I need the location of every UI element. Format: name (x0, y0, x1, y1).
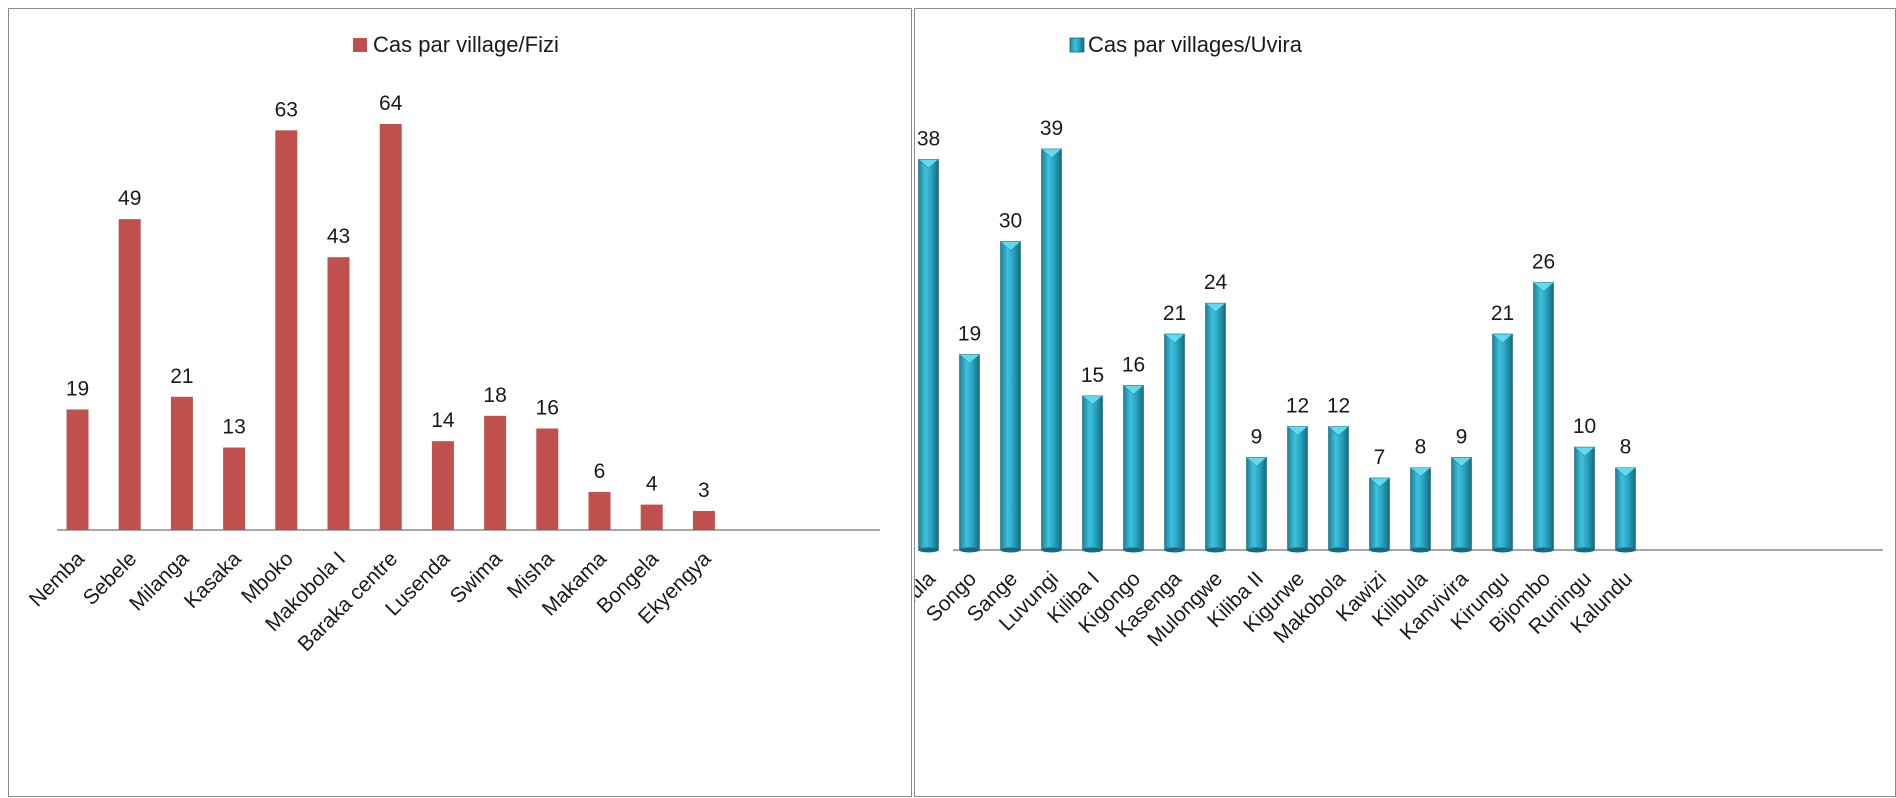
bar-fizi-mboko (275, 130, 298, 530)
bar-uvira-sange (999, 241, 1022, 553)
value-label-uvira-mulongwe: 24 (1204, 271, 1228, 294)
category-label-fizi-kasaka: Kasaka (180, 547, 246, 613)
value-label-fizi-nemba: 19 (66, 377, 89, 400)
value-label-fizi-mboko: 63 (275, 98, 298, 121)
bar-uvira-kigurwe (1286, 426, 1309, 553)
category-label-fizi-milanga: Milanga (125, 547, 193, 615)
bar-uvira-kalundu (1614, 467, 1637, 553)
legend-fizi: Cas par village/Fizi (353, 32, 559, 57)
bar-uvira-kirungu (1491, 333, 1514, 553)
bar-uvira-kasenga (1163, 333, 1186, 553)
value-label-fizi-sebele: 49 (118, 187, 141, 210)
value-label-fizi-makama: 6 (594, 460, 606, 483)
value-label-uvira-songo: 19 (958, 323, 981, 346)
value-label-fizi-baraka-centre: 64 (379, 92, 403, 115)
bar-fizi-swima (484, 415, 507, 530)
chart-uvira: Cas par villages/Uvira 38Kabindula19Song… (915, 32, 1883, 651)
bar-fizi-ekyengya (692, 510, 715, 530)
bar-uvira-kiliba-i (1081, 395, 1104, 553)
value-label-fizi-makobola-i: 43 (327, 225, 350, 248)
value-label-uvira-kigongo: 16 (1122, 353, 1145, 376)
value-label-fizi-milanga: 21 (170, 365, 193, 388)
category-label-fizi-nemba: Nemba (25, 547, 89, 611)
value-label-fizi-bongela: 4 (646, 473, 658, 496)
bar-uvira-kabindula (917, 158, 940, 553)
bar-uvira-songo (958, 354, 981, 553)
chart-fizi: Cas par village/Fizi 19Nemba49Sebele21Mi… (25, 32, 880, 656)
value-label-uvira-makobola: 12 (1327, 395, 1350, 418)
bar-fizi-makama (588, 491, 611, 530)
bar-fizi-milanga (170, 396, 193, 530)
bar-fizi-bongela (640, 504, 663, 530)
value-label-uvira-bijombo: 26 (1532, 251, 1555, 274)
value-label-uvira-kanvivira: 9 (1456, 425, 1468, 448)
value-label-uvira-luvungi: 39 (1040, 117, 1063, 140)
value-label-uvira-kirungu: 21 (1491, 302, 1514, 325)
value-label-uvira-kigurwe: 12 (1286, 395, 1309, 418)
bar-fizi-kasaka (223, 447, 246, 530)
bar-uvira-kilibula (1409, 467, 1432, 553)
legend-label-fizi: Cas par village/Fizi (373, 32, 559, 57)
legend-label-uvira: Cas par villages/Uvira (1088, 32, 1303, 57)
value-label-fizi-ekyengya: 3 (698, 479, 710, 502)
bar-uvira-kigongo (1122, 385, 1145, 553)
value-label-fizi-misha: 16 (536, 397, 559, 420)
value-label-uvira-kabindula: 38 (917, 127, 940, 150)
value-label-fizi-swima: 18 (483, 384, 506, 407)
value-label-uvira-runingu: 10 (1573, 415, 1596, 438)
bar-uvira-bijombo (1532, 282, 1555, 553)
bar-uvira-kiliba-ii (1245, 457, 1268, 553)
category-label-fizi-swima: Swima (446, 547, 507, 608)
value-label-uvira-sange: 30 (999, 210, 1022, 233)
legend-swatch-fizi (353, 38, 367, 52)
bar-uvira-kanvivira (1450, 457, 1473, 553)
bar-uvira-kawizi (1368, 477, 1391, 553)
bar-fizi-lusenda (431, 441, 454, 530)
bar-fizi-nemba (66, 409, 89, 530)
bar-uvira-makobola (1327, 426, 1350, 553)
bar-fizi-misha (536, 428, 559, 530)
value-label-fizi-lusenda: 14 (431, 409, 455, 432)
value-label-uvira-kawizi: 7 (1374, 446, 1386, 469)
value-label-uvira-kalundu: 8 (1620, 436, 1632, 459)
value-label-fizi-kasaka: 13 (222, 416, 245, 439)
value-label-uvira-kilibula: 8 (1415, 436, 1427, 459)
value-label-uvira-kiliba-ii: 9 (1251, 425, 1263, 448)
bar-uvira-mulongwe (1204, 302, 1227, 553)
value-label-uvira-kasenga: 21 (1163, 302, 1186, 325)
bar-fizi-baraka-centre (379, 124, 402, 530)
chart-panel-fizi: Cas par village/Fizi 19 Nemba 49 Sebele 21 Mi… (8, 8, 912, 797)
bar-uvira-luvungi (1040, 148, 1063, 553)
legend-swatch-uvira (1069, 37, 1085, 53)
legend-uvira: Cas par villages/Uvira (1069, 32, 1303, 57)
bar-fizi-sebele (118, 219, 141, 530)
bar-fizi-makobola-i (327, 257, 350, 530)
bar-uvira-runingu (1573, 446, 1596, 553)
chart-panel-uvira: Cas par villages/Uvira 38 Kabindula 19 Song… (914, 8, 1896, 797)
value-label-uvira-kiliba-i: 15 (1081, 364, 1104, 387)
